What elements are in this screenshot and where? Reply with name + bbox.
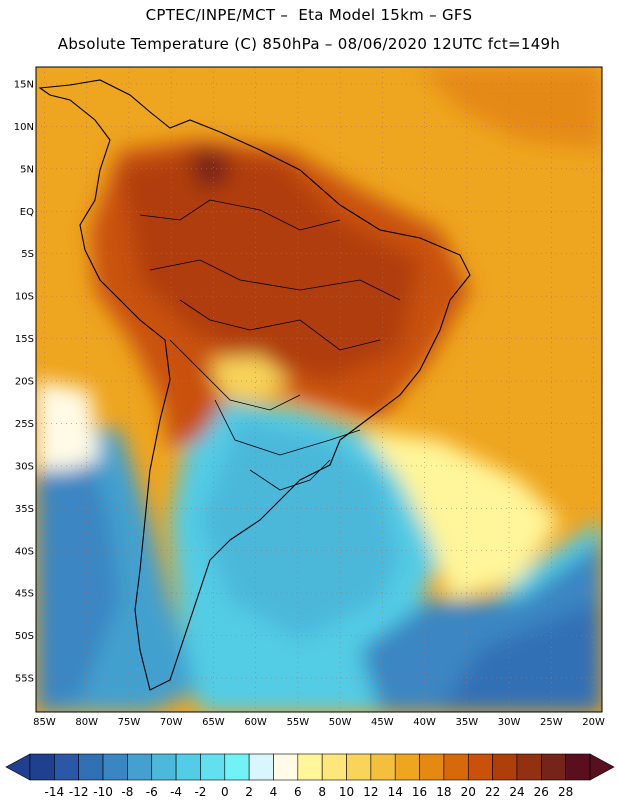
longitude-label: 70W [160,717,183,728]
longitude-label: 35W [456,717,479,728]
latitude-label: 10N [14,122,34,133]
colorbar-label: 2 [245,785,253,799]
latitude-label: 10S [15,292,34,303]
colorbar-swatch [200,753,226,781]
colorbar-label: 0 [221,785,229,799]
colorbar-label: 14 [388,785,403,799]
colorbar-swatch [467,753,493,781]
latitude-label: 20S [15,377,34,388]
latitude-label: 15S [15,334,34,345]
colorbar-swatch [492,753,518,781]
longitude-label: 75W [118,717,141,728]
colorbar-label: -6 [146,785,158,799]
longitude-label: 55W [287,717,310,728]
latitude-label: 15N [14,79,34,90]
colorbar-right-arrow [589,753,615,781]
latitude-label: 30S [15,461,34,472]
colorbar-swatch [224,753,250,781]
map-frame [35,66,603,713]
colorbar-swatch [127,753,153,781]
colorbar-label: 22 [485,785,500,799]
colorbar-label: -10 [93,785,113,799]
colorbar-swatch [248,753,274,781]
colorbar-swatch [273,753,299,781]
coastline [38,79,471,691]
colorbar-label: 4 [270,785,278,799]
longitude-label: 60W [244,717,267,728]
colorbar-swatch [370,753,396,781]
colorbar-label: 16 [412,785,427,799]
colorbar-left-arrow [5,753,31,781]
colorbar-swatch [297,753,323,781]
colorbar-swatch [419,753,445,781]
colorbar-swatch [78,753,104,781]
longitude-label: 80W [75,717,98,728]
colorbar-label: 12 [363,785,378,799]
colorbar-labels: -14 -12 -10 -8 -6 -4 -2 0 2 4 6 8 10 12 14 16 18 20 22 24 26… [45,785,574,799]
longitude-label: 25W [540,717,563,728]
colorbar-label: 8 [318,785,326,799]
colorbar-label: 28 [558,785,573,799]
longitude-label: 65W [202,717,225,728]
colorbar-label: 20 [461,785,476,799]
latitude-labels: 15N 10N 5N EQ 5S 10S 15S 20S 25S 30S 35S 40S 45S 50S 5… [14,79,34,684]
latitude-label: 40S [15,546,34,557]
colorbar-swatch [151,753,177,781]
colorbar-swatch [516,753,542,781]
colorbar-swatch [541,753,566,781]
latitude-label: 25S [15,419,34,430]
colorbar-label: -8 [121,785,133,799]
longitude-label: 50W [329,717,352,728]
longitude-label: 85W [33,717,56,728]
colorbar-label: 10 [339,785,354,799]
latitude-label: 5S [21,249,34,260]
latitude-label: EQ [20,207,34,218]
colorbar-swatch [175,753,201,781]
latitude-label: 45S [15,589,34,600]
colorbar-label: 18 [436,785,451,799]
colorbar-label: -14 [45,785,65,799]
colorbar-swatch [565,753,591,781]
latitude-label: 35S [15,504,34,515]
colorbar-label: 24 [509,785,524,799]
colorbar-label: 6 [294,785,302,799]
colorbar-swatch [443,753,469,781]
longitude-labels: 85W 80W 75W 70W 65W 60W 55W 50W 45W 40W 35W 30W 25W 2… [33,717,605,728]
colorbar-swatch [394,753,420,781]
longitude-label: 20W [582,717,605,728]
latitude-label: 55S [15,674,34,685]
colorbar-swatch [346,753,372,781]
longitude-label: 30W [498,717,521,728]
colorbar-swatches [5,753,615,781]
colorbar-swatch [54,753,79,781]
latitude-label: 5N [20,164,34,175]
longitude-label: 40W [413,717,436,728]
colorbar-label: -2 [194,785,206,799]
temperature-field [36,67,602,712]
colorbar-label: -12 [69,785,89,799]
colorbar-swatch [102,753,128,781]
colorbar-swatch [321,753,347,781]
country-borders [139,199,401,491]
map-title-line1: CPTEC/INPE/MCT – Eta Model 15km – GFS [145,6,473,24]
colorbar-swatch [29,753,55,781]
colorbar-label: -4 [170,785,182,799]
colorbar-label: 26 [534,785,549,799]
latitude-label: 50S [15,631,34,642]
longitude-label: 45W [371,717,394,728]
map-title-line2: Absolute Temperature (C) 850hPa – 08/06/… [57,35,561,53]
